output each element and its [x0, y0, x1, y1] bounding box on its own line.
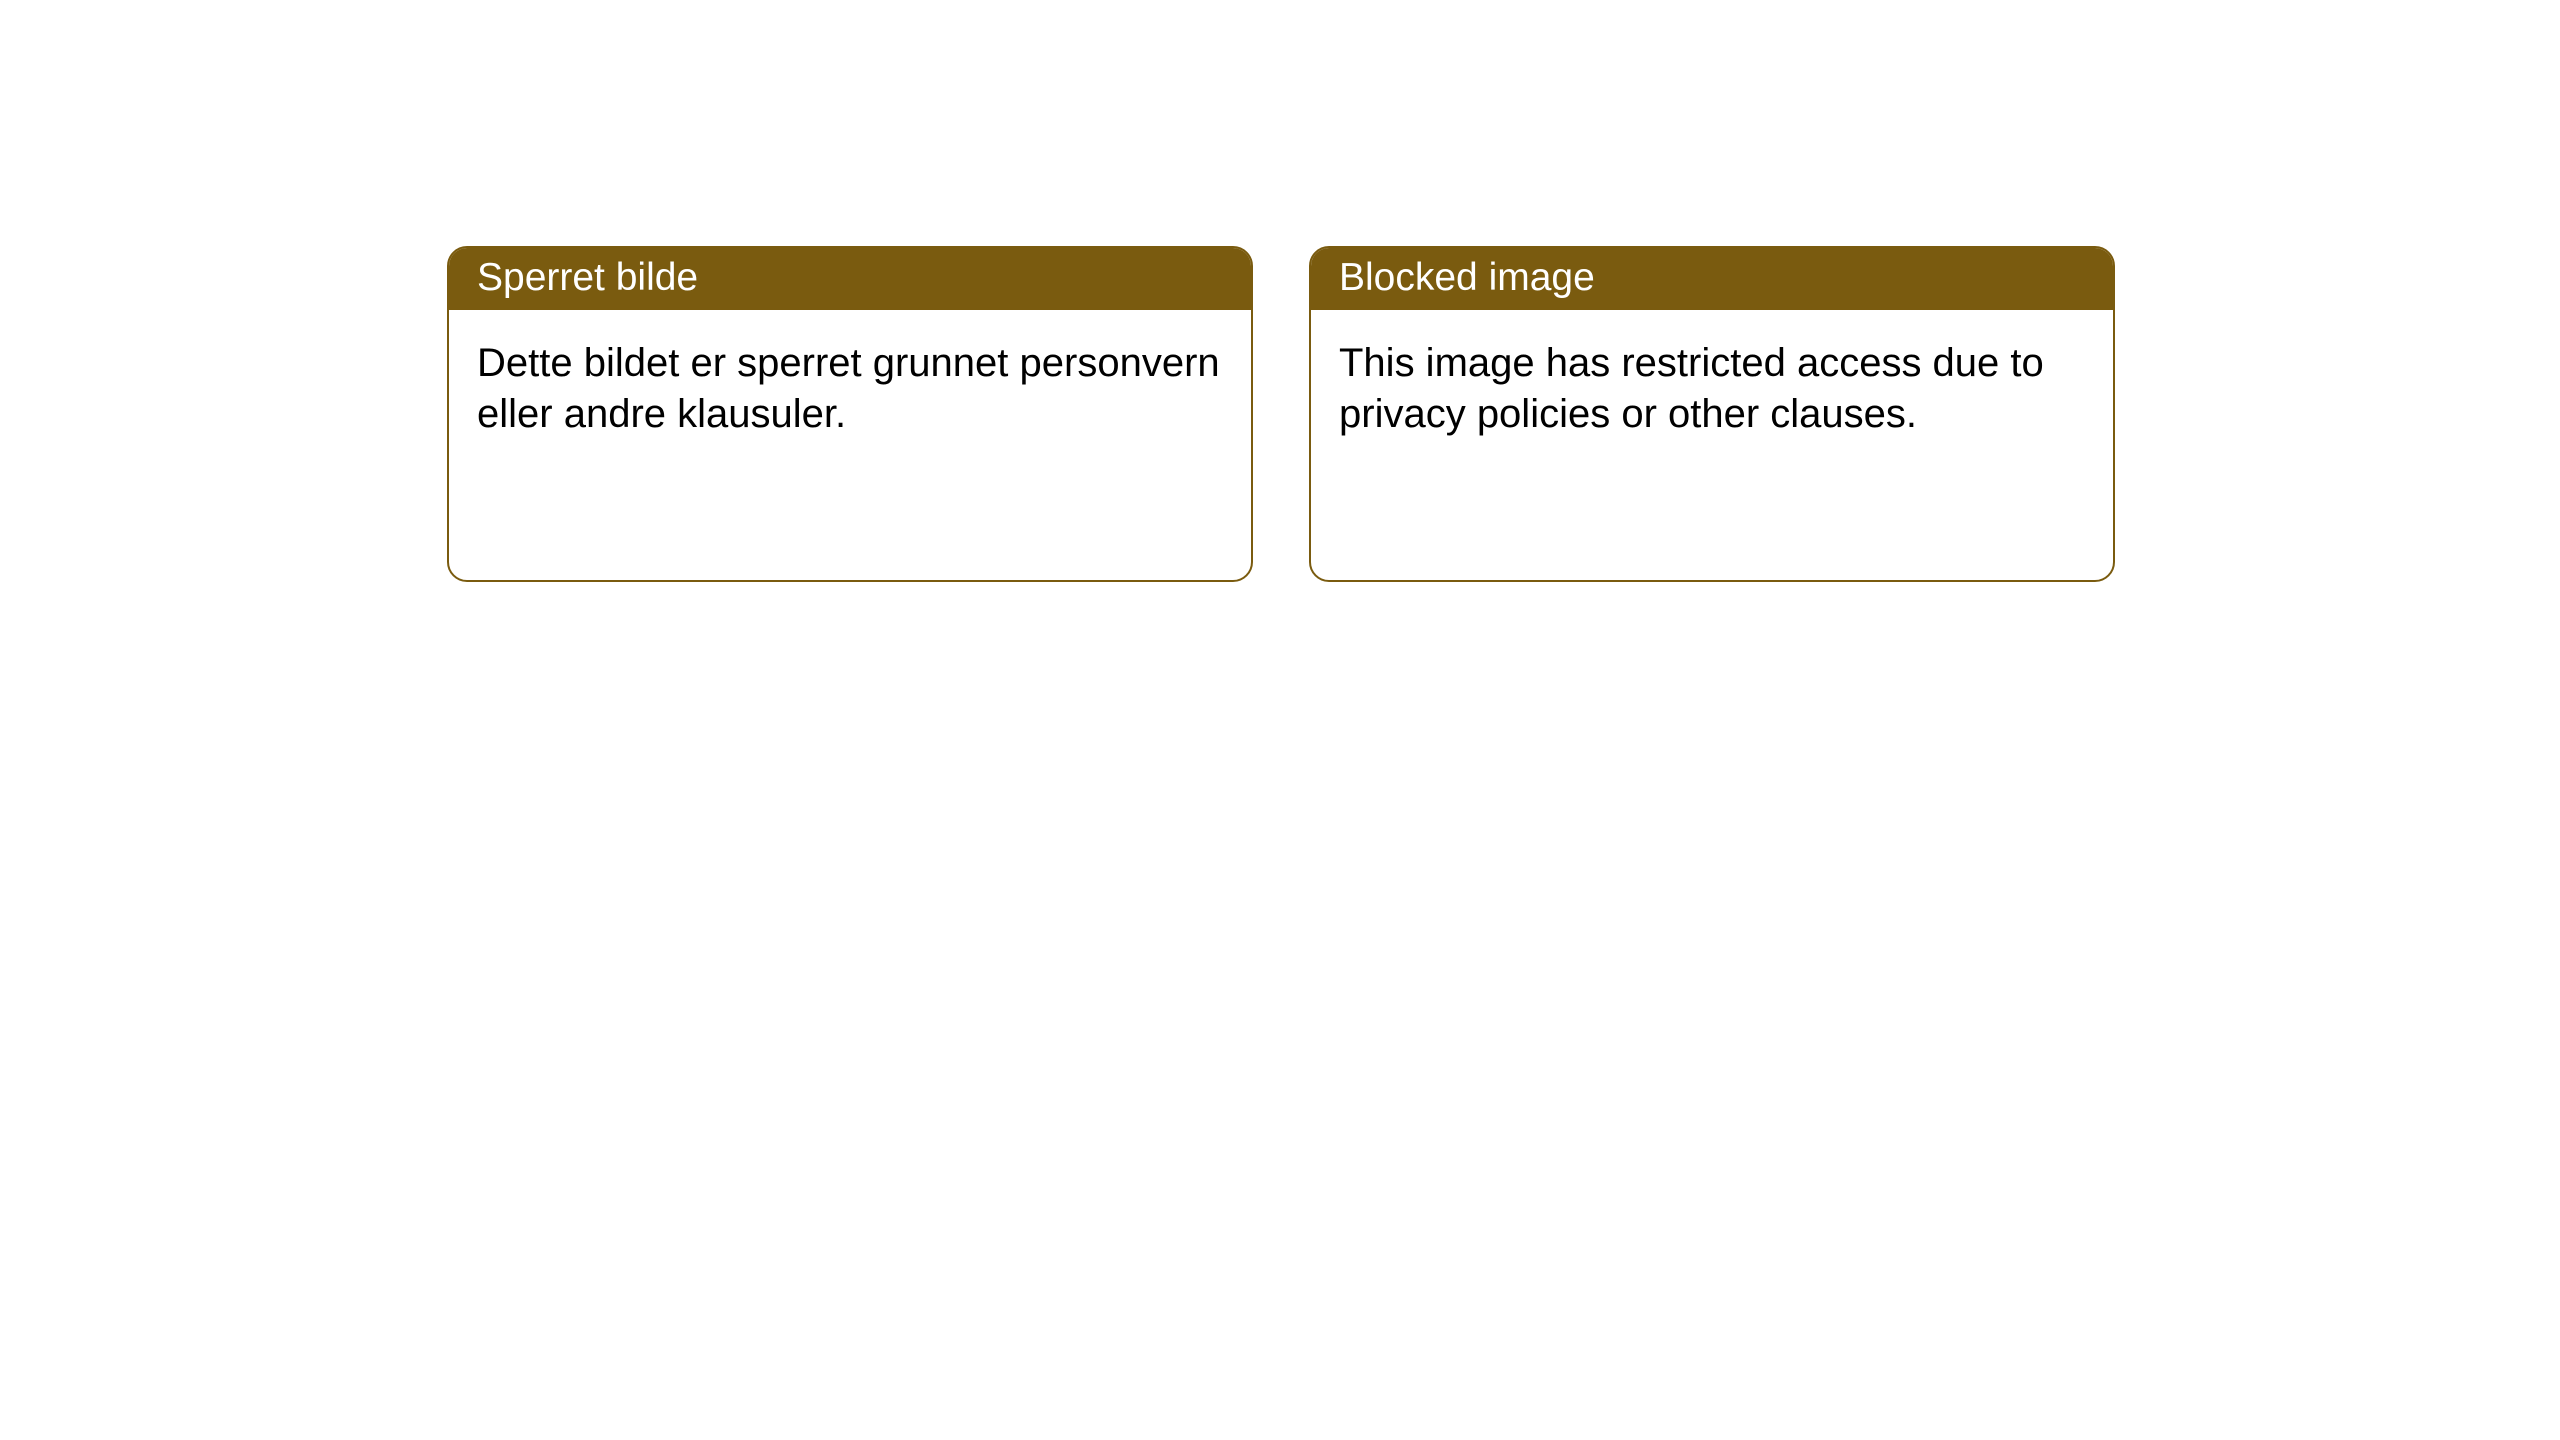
notice-box-norwegian: Sperret bilde Dette bildet er sperret gr… — [447, 246, 1253, 582]
notice-title-norwegian: Sperret bilde — [477, 256, 698, 299]
notice-title-english: Blocked image — [1339, 256, 1595, 299]
notice-box-english: Blocked image This image has restricted … — [1309, 246, 2115, 582]
notice-body-norwegian: Dette bildet er sperret grunnet personve… — [449, 310, 1251, 468]
notice-header-english: Blocked image — [1311, 248, 2113, 310]
notice-header-norwegian: Sperret bilde — [449, 248, 1251, 310]
notice-text-norwegian: Dette bildet er sperret grunnet personve… — [477, 341, 1220, 436]
notice-body-english: This image has restricted access due to … — [1311, 310, 2113, 468]
notice-text-english: This image has restricted access due to … — [1339, 341, 2044, 436]
notice-container: Sperret bilde Dette bildet er sperret gr… — [0, 0, 2560, 582]
